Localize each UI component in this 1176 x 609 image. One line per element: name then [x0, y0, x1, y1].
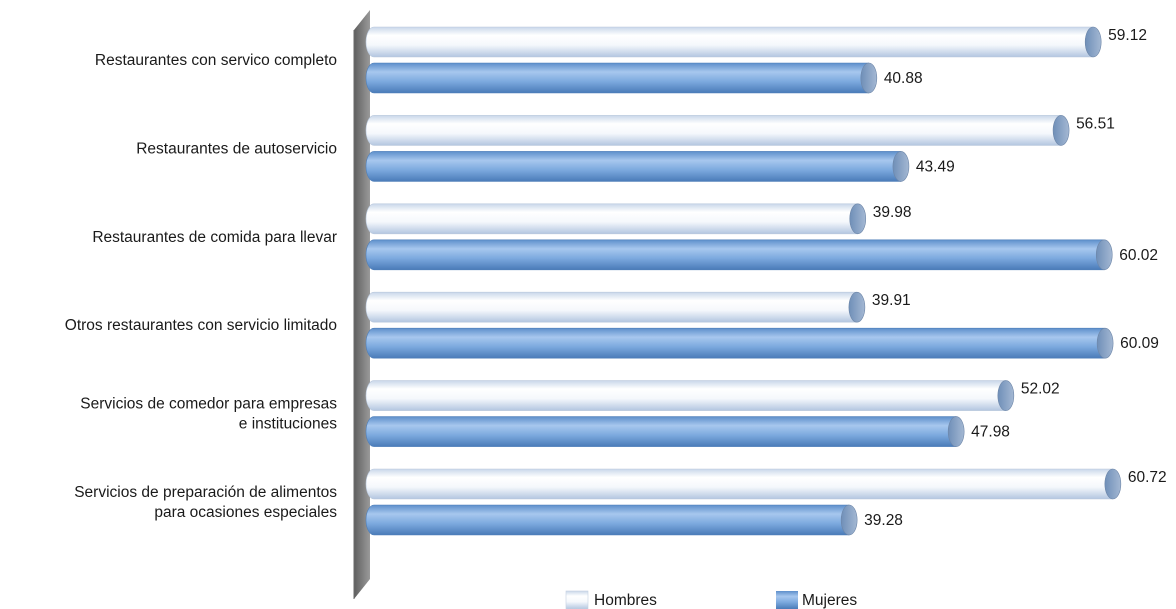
value-label-mujeres: 40.88: [884, 70, 923, 87]
category-label: para ocasiones especiales: [154, 504, 337, 521]
bar-mujeres: [365, 327, 1114, 359]
bar-end-cap: [947, 416, 965, 447]
bar-body: [365, 151, 902, 182]
bar-end-cap: [849, 203, 867, 235]
legend-label-hombres: Hombres: [594, 592, 657, 609]
category-label: Restaurantes con servico completo: [95, 52, 337, 69]
bar-hombres: [365, 115, 1070, 146]
axis-wall: [354, 10, 370, 599]
legend: Hombres Mujeres: [565, 590, 857, 609]
value-label-hombres: 60.72: [1128, 469, 1167, 486]
bar-end-cap: [892, 151, 910, 182]
bar-end-cap: [1104, 468, 1122, 500]
value-label-mujeres: 60.09: [1120, 335, 1159, 352]
category-label: Restaurantes de autoservicio: [136, 140, 337, 157]
bar-end-cap: [1084, 26, 1102, 58]
bar-hombres: [365, 291, 866, 323]
bar-body: [365, 115, 1062, 146]
bar-body: [365, 504, 850, 536]
bar-body: [365, 203, 859, 235]
category-label: Servicios de comedor para empresas: [80, 396, 337, 413]
bar-end-cap: [860, 62, 878, 94]
bar-hombres: [365, 380, 1015, 411]
legend-swatch-hombres: [565, 590, 589, 609]
legend-swatch-mujeres: [776, 591, 798, 609]
value-label-mujeres: 39.28: [864, 512, 903, 529]
category-label: Restaurantes de comida para llevar: [92, 229, 337, 246]
bar-mujeres: [365, 416, 965, 447]
bar-mujeres: [365, 239, 1113, 271]
bar-body: [365, 62, 870, 94]
bar-mujeres: [365, 151, 910, 182]
bar-body: [365, 239, 1105, 271]
bar-body: [365, 416, 957, 447]
bar-hombres: [365, 203, 867, 235]
bar-body: [365, 468, 1114, 500]
category-label: Otros restaurantes con servicio limitado: [65, 317, 337, 334]
bar-body: [365, 380, 1007, 411]
bar-end-cap: [1095, 239, 1113, 271]
value-label-hombres: 52.02: [1021, 381, 1060, 398]
value-label-hombres: 59.12: [1108, 27, 1147, 44]
bar-mujeres: [365, 504, 858, 536]
bar-end-cap: [1096, 327, 1114, 359]
bar-end-cap: [1052, 115, 1070, 146]
value-label-hombres: 39.91: [872, 292, 911, 309]
bar-body: [365, 327, 1106, 359]
bar-end-cap: [840, 504, 858, 536]
bar-end-cap: [848, 291, 866, 323]
bar-body: [365, 291, 858, 323]
value-label-hombres: 39.98: [873, 204, 912, 221]
value-label-mujeres: 60.02: [1119, 247, 1158, 264]
bar-end-cap: [997, 380, 1015, 411]
legend-label-mujeres: Mujeres: [802, 592, 857, 609]
bar-hombres: [365, 468, 1122, 500]
category-label: e instituciones: [239, 416, 337, 433]
value-label-mujeres: 47.98: [971, 424, 1010, 441]
bar-mujeres: [365, 62, 878, 94]
value-label-hombres: 56.51: [1076, 115, 1115, 132]
bar-hombres: [365, 26, 1102, 58]
value-label-mujeres: 43.49: [916, 158, 955, 175]
bar-body: [365, 26, 1094, 58]
category-label: Servicios de preparación de alimentos: [74, 484, 337, 501]
